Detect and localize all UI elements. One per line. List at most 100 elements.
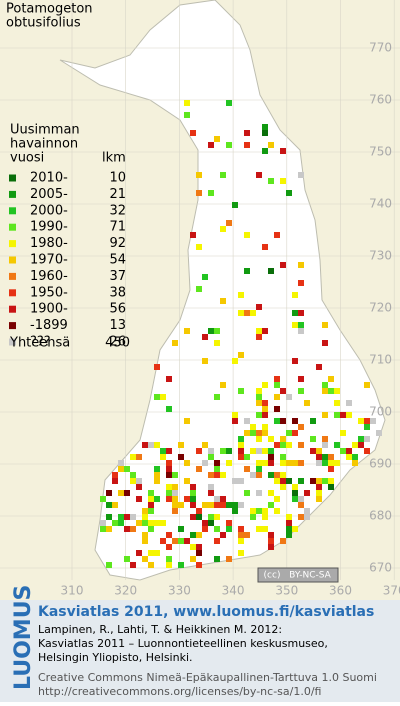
link[interactable]: Kasviatlas 2011, www.luomus.fi/kasviatla… <box>38 604 374 620</box>
observation <box>352 454 358 460</box>
observation <box>232 418 238 424</box>
observation <box>352 460 358 466</box>
observation <box>322 478 328 484</box>
observation <box>274 406 280 412</box>
observation <box>262 430 268 436</box>
observation <box>118 514 124 520</box>
observation <box>130 526 136 532</box>
observation <box>286 442 292 448</box>
legend-count: 38 <box>109 285 126 300</box>
observation <box>322 388 328 394</box>
observation <box>100 526 106 532</box>
observation <box>328 376 334 382</box>
legend-count: 32 <box>109 203 126 218</box>
legend-label: 2010- <box>30 171 68 186</box>
x-label: 310 <box>61 584 84 598</box>
observation <box>250 514 256 520</box>
observation <box>124 556 130 562</box>
observation <box>190 490 196 496</box>
observation <box>322 340 328 346</box>
observation <box>256 334 262 340</box>
observation <box>136 484 142 490</box>
observation <box>106 514 112 520</box>
observation <box>184 460 190 466</box>
observation <box>214 340 220 346</box>
observation <box>214 496 220 502</box>
legend-heading: vuosi <box>10 151 44 166</box>
y-label: 720 <box>369 301 392 315</box>
observation <box>286 478 292 484</box>
legend-swatch <box>9 305 16 313</box>
observation <box>376 430 382 436</box>
observation <box>166 496 172 502</box>
observation <box>298 388 304 394</box>
observation <box>328 484 334 490</box>
observation <box>190 130 196 136</box>
observation <box>268 448 274 454</box>
observation <box>148 442 154 448</box>
observation <box>244 142 250 148</box>
observation <box>262 424 268 430</box>
observation <box>178 562 184 568</box>
observation <box>190 514 196 520</box>
observation <box>310 448 316 454</box>
observation <box>184 538 190 544</box>
observation <box>196 172 202 178</box>
observation <box>280 460 286 466</box>
observation <box>316 490 322 496</box>
observation <box>196 514 202 520</box>
observation <box>178 502 184 508</box>
observation <box>256 436 262 442</box>
observation <box>118 520 124 526</box>
observation <box>232 412 238 418</box>
observation <box>184 112 190 118</box>
observation <box>274 496 280 502</box>
observation <box>226 100 232 106</box>
observation <box>160 448 166 454</box>
y-label: 730 <box>369 249 392 263</box>
observation <box>172 502 178 508</box>
observation <box>178 538 184 544</box>
observation <box>106 502 112 508</box>
observation <box>184 328 190 334</box>
observation <box>250 508 256 514</box>
observation <box>244 268 250 274</box>
observation <box>298 328 304 334</box>
legend-count: 71 <box>109 220 126 235</box>
legend-count: 56 <box>109 302 126 317</box>
observation <box>166 484 172 490</box>
observation <box>256 430 262 436</box>
legend-swatch <box>9 207 16 215</box>
observation <box>208 448 214 454</box>
observation <box>268 532 274 538</box>
observation <box>196 286 202 292</box>
observation <box>232 508 238 514</box>
observation <box>262 448 268 454</box>
observation <box>358 442 364 448</box>
observation <box>208 502 214 508</box>
title-line: Potamogeton <box>6 2 93 17</box>
observation <box>268 460 274 466</box>
observation <box>298 424 304 430</box>
observation <box>214 556 220 562</box>
observation <box>190 502 196 508</box>
title-line: obtusifolius <box>6 16 81 31</box>
legend-swatch <box>9 256 16 264</box>
observation <box>142 514 148 520</box>
legend-count: 26 <box>109 335 126 350</box>
observation <box>238 436 244 442</box>
legend-swatch <box>9 240 16 248</box>
license-line: http://creativecommons.org/licenses/by-n… <box>38 685 321 698</box>
observation <box>190 484 196 490</box>
observation <box>334 388 340 394</box>
observation <box>214 460 220 466</box>
observation <box>328 388 334 394</box>
observation <box>364 418 370 424</box>
observation <box>256 472 262 478</box>
observation <box>202 334 208 340</box>
observation <box>142 508 148 514</box>
observation <box>196 544 202 550</box>
observation <box>316 454 322 460</box>
observation <box>268 538 274 544</box>
observation <box>286 532 292 538</box>
